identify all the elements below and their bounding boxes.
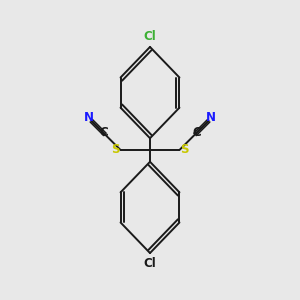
Text: Cl: Cl [144,30,156,44]
Text: N: N [206,111,216,124]
Text: S: S [180,143,188,157]
Text: Cl: Cl [144,256,156,270]
Text: C: C [99,126,108,140]
Text: S: S [112,143,120,157]
Text: C: C [192,126,201,140]
Text: N: N [84,111,94,124]
